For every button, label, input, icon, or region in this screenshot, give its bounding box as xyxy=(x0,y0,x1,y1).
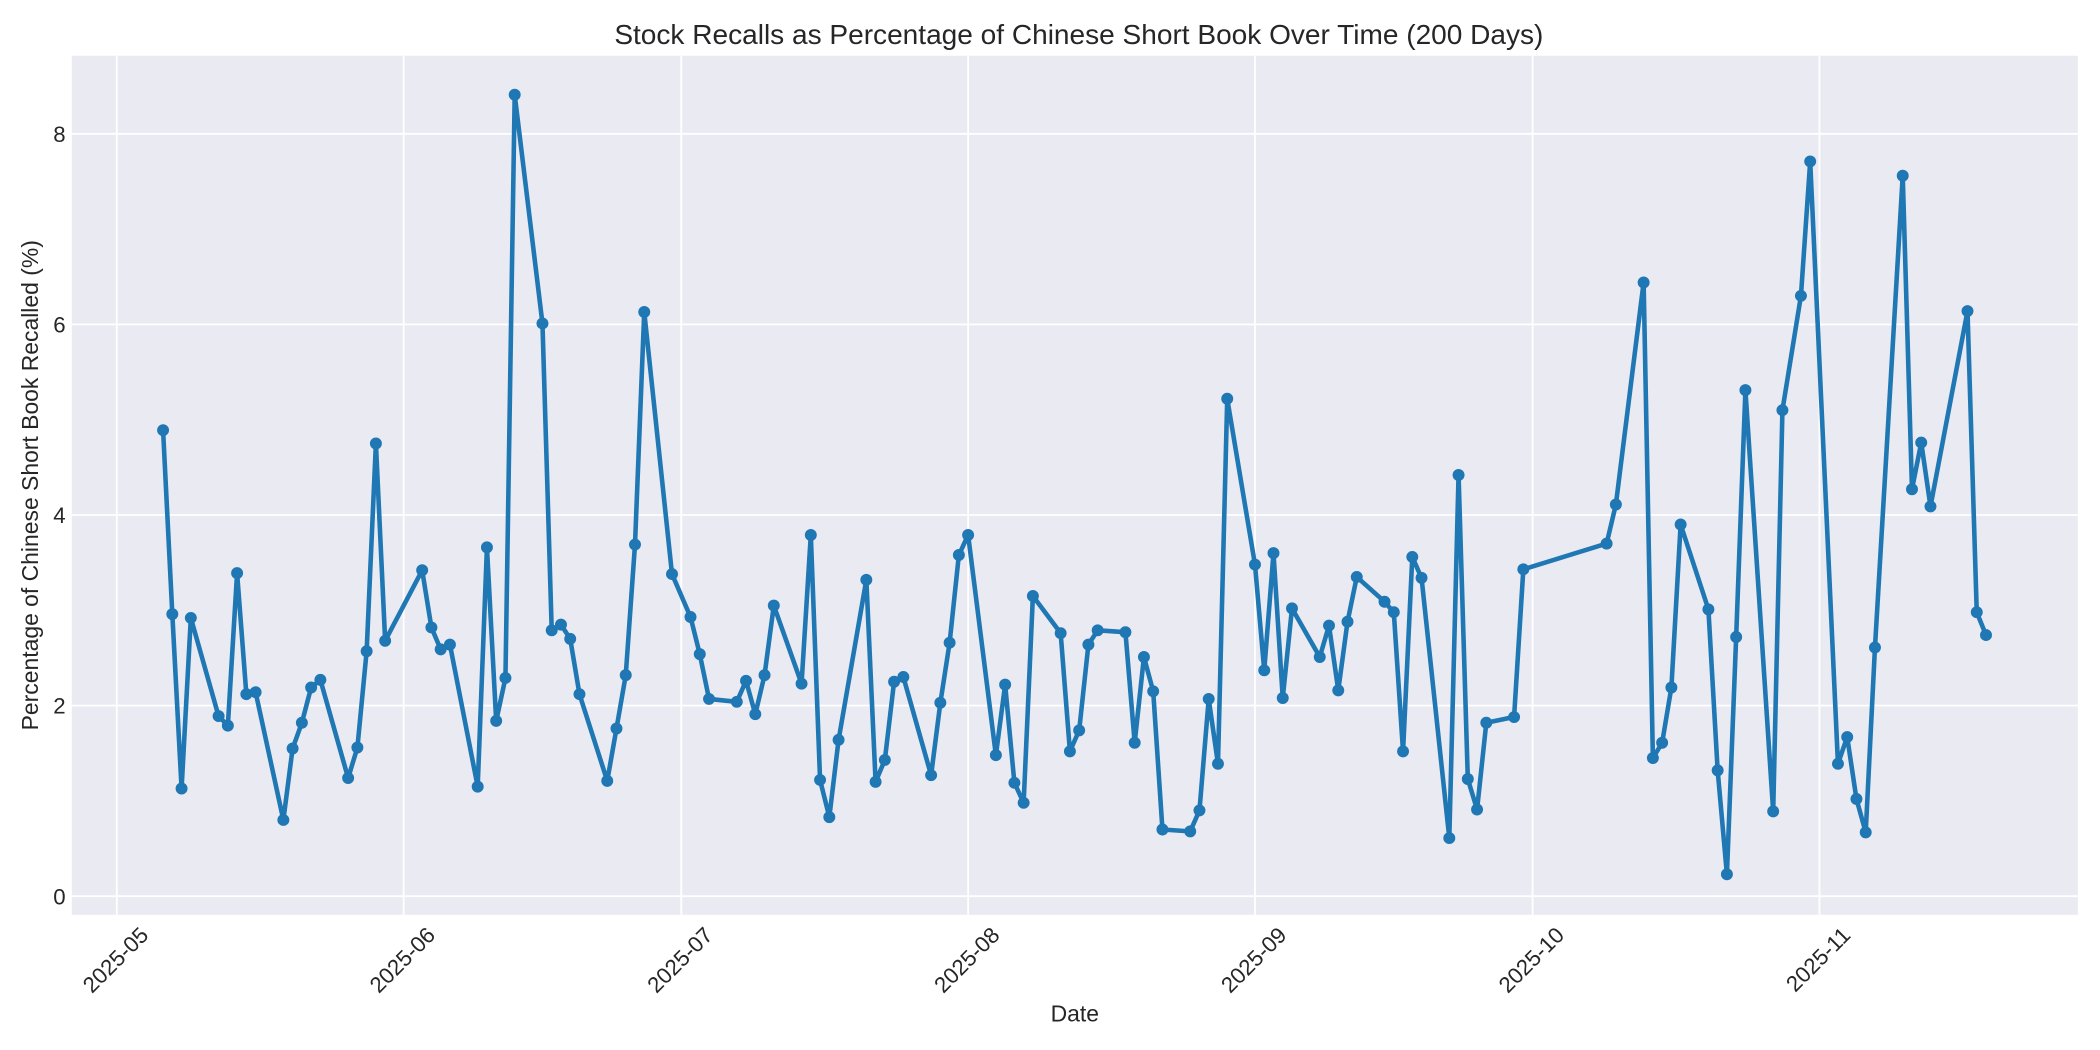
svg-text:Stock Recalls as Percentage of: Stock Recalls as Percentage of Chinese S… xyxy=(614,19,1543,50)
svg-text:Date: Date xyxy=(1051,1001,1099,1027)
svg-text:6: 6 xyxy=(53,312,65,337)
svg-text:2: 2 xyxy=(53,694,65,719)
svg-text:8: 8 xyxy=(53,122,65,147)
svg-text:Percentage of Chinese Short Bo: Percentage of Chinese Short Book Recalle… xyxy=(17,240,43,730)
svg-text:4: 4 xyxy=(53,503,65,528)
svg-text:0: 0 xyxy=(53,884,65,909)
